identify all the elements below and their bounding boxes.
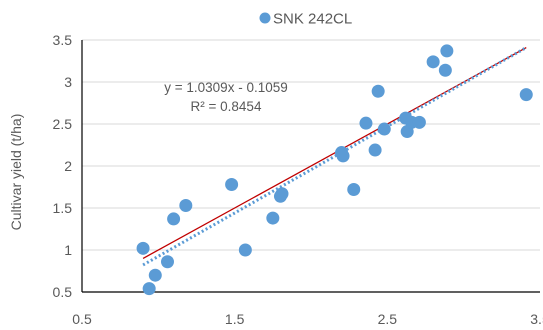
data-point	[377, 122, 391, 136]
r-squared-label: R² = 0.8454	[191, 99, 262, 114]
linear-trendline	[142, 46, 528, 267]
y-tick-label: 3.5	[53, 32, 73, 48]
y-tick-label: 0.5	[53, 284, 73, 300]
data-point	[359, 116, 373, 130]
data-point	[148, 268, 162, 282]
data-point	[336, 149, 350, 163]
one-to-one-line	[142, 46, 527, 259]
y-axis-title: Cultivar yield (t/ha)	[8, 114, 24, 231]
data-point	[160, 255, 174, 269]
legend: SNK 242CL	[259, 11, 352, 28]
data-point	[179, 198, 193, 212]
gridlines	[82, 39, 540, 251]
x-tick-label: 0.5	[72, 311, 92, 327]
x-tick-label: 1.5	[225, 311, 245, 327]
x-tick-label: 3.5	[530, 311, 543, 327]
data-point	[438, 63, 452, 77]
axes: 0.5 1 1.5 2 2.5 3 3.5 0.5 1.5 2.5 3.5	[53, 32, 543, 327]
data-point	[275, 187, 289, 201]
data-point	[136, 241, 150, 255]
data-point	[368, 143, 382, 157]
legend-label: SNK 242CL	[273, 11, 352, 28]
data-point	[519, 88, 533, 102]
data-point	[225, 177, 239, 191]
x-tick-label: 2.5	[378, 311, 398, 327]
data-points	[136, 44, 533, 296]
y-tick-label: 1	[64, 242, 72, 258]
data-point	[142, 282, 156, 296]
data-point	[412, 115, 426, 129]
y-tick-label: 2	[64, 158, 72, 174]
data-point	[238, 243, 252, 257]
y-tick-label: 1.5	[53, 200, 73, 216]
fit-lines	[142, 46, 528, 267]
data-point	[347, 183, 361, 197]
y-tick-label: 2.5	[53, 116, 73, 132]
legend-marker	[259, 12, 271, 24]
data-point	[440, 44, 454, 58]
y-tick-label: 3	[64, 74, 72, 90]
regression-equation: y = 1.0309x - 0.1059	[164, 80, 287, 95]
data-point	[266, 211, 280, 225]
data-point	[371, 84, 385, 98]
data-point	[167, 212, 181, 226]
data-point	[426, 55, 440, 69]
